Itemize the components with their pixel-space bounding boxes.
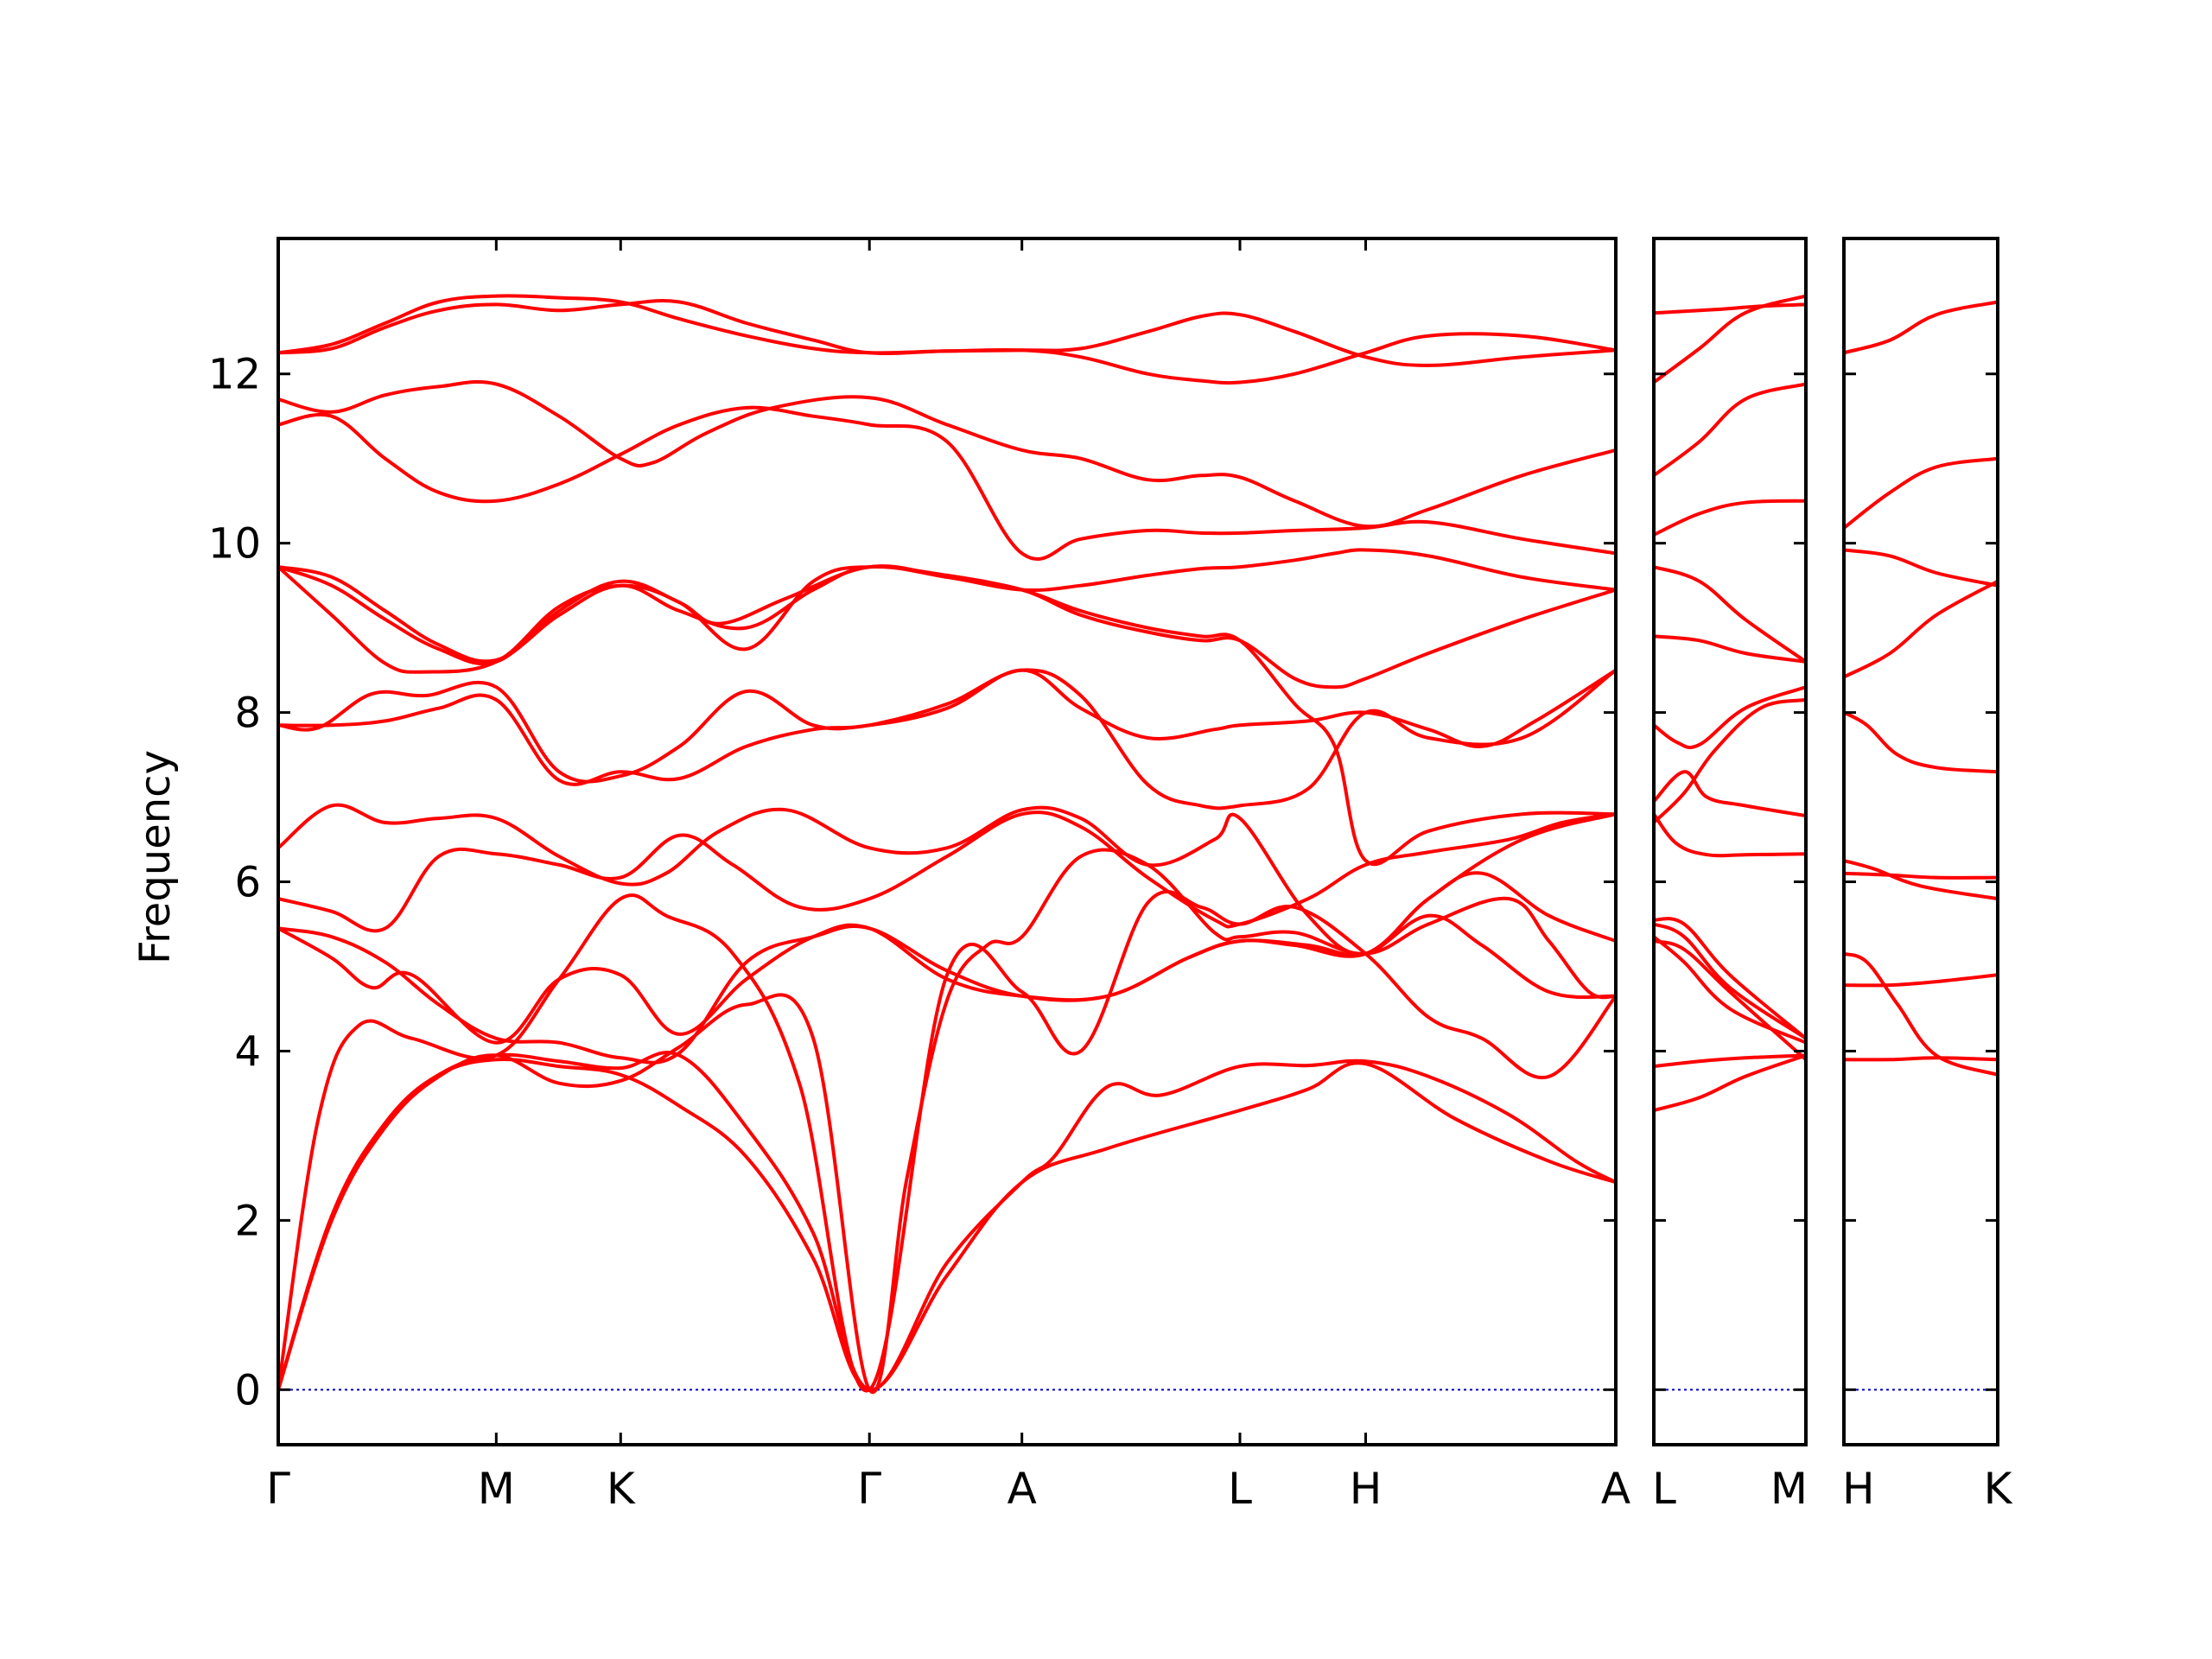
band-line-1 bbox=[1844, 1056, 1998, 1062]
band-line-13 bbox=[278, 564, 1616, 690]
panel-frame bbox=[1652, 237, 1808, 1446]
y-tick-label: 12 bbox=[208, 351, 261, 399]
x-tick-label: A bbox=[1601, 1464, 1630, 1514]
band-line-6 bbox=[278, 913, 1616, 1065]
x-tick-label: H bbox=[1350, 1464, 1382, 1514]
band-line-2 bbox=[1654, 1053, 1806, 1069]
band-line-6 bbox=[1844, 710, 1998, 774]
x-tick-label: L bbox=[1228, 1464, 1252, 1514]
panel-frame bbox=[276, 237, 1618, 1446]
x-tick-label: M bbox=[1770, 1464, 1808, 1514]
y-tick-label: 10 bbox=[208, 520, 261, 569]
band-line-15 bbox=[1654, 294, 1806, 385]
y-tick-label: 2 bbox=[234, 1197, 261, 1245]
band-line-5 bbox=[1654, 922, 1806, 1040]
band-line-3 bbox=[1844, 973, 1998, 988]
band-line-9 bbox=[1654, 697, 1806, 824]
band-line-14 bbox=[1654, 382, 1806, 478]
band-line-7 bbox=[278, 810, 1616, 933]
x-tick-label: L bbox=[1652, 1464, 1676, 1514]
bands-group bbox=[1844, 300, 1998, 1077]
band-line-6 bbox=[1654, 917, 1806, 1040]
band-line-12 bbox=[1654, 565, 1806, 664]
band-line-1 bbox=[1654, 1053, 1806, 1112]
band-line-10 bbox=[1654, 685, 1806, 750]
band-line-17 bbox=[278, 299, 1616, 385]
band-line-9 bbox=[1844, 456, 1998, 530]
band-line-9 bbox=[278, 668, 1616, 784]
band-line-10 bbox=[1844, 300, 1998, 355]
y-tick-label: 4 bbox=[234, 1027, 261, 1076]
band-line-8 bbox=[278, 803, 1616, 957]
band-line-13 bbox=[1654, 499, 1806, 537]
band-line-5 bbox=[1844, 871, 1998, 880]
band-line-4 bbox=[1844, 859, 1998, 901]
band-line-7 bbox=[1654, 812, 1806, 858]
x-tick-label: Γ bbox=[266, 1464, 290, 1514]
bands-group bbox=[278, 294, 1616, 1395]
band-line-11 bbox=[1654, 634, 1806, 664]
x-tick-label: K bbox=[607, 1464, 636, 1514]
band-line-4 bbox=[1654, 935, 1806, 1045]
panel-1: 0 2 4 6 8 10 12 Γ M K Γ A L H A bbox=[208, 237, 1630, 1514]
x-tick-label: A bbox=[1007, 1464, 1037, 1514]
band-line-10 bbox=[278, 668, 1616, 810]
x-tick-label: K bbox=[1984, 1464, 2013, 1514]
band-line-3 bbox=[1654, 939, 1806, 1062]
panel-frame bbox=[1842, 237, 1999, 1446]
y-axis-label: Frequency bbox=[131, 750, 180, 964]
y-tick-label: 6 bbox=[234, 859, 261, 907]
x-tick-label: Γ bbox=[857, 1464, 881, 1514]
bands-group bbox=[1654, 294, 1806, 1112]
band-line-14 bbox=[278, 405, 1616, 561]
band-line-15 bbox=[278, 379, 1616, 529]
y-tick-label: 8 bbox=[234, 690, 261, 738]
x-tick-label: M bbox=[478, 1464, 515, 1514]
band-line-2 bbox=[1844, 951, 1998, 1077]
band-line-7 bbox=[1844, 579, 1998, 679]
band-line-8 bbox=[1844, 548, 1998, 588]
band-line-4 bbox=[278, 890, 1616, 1393]
x-tick-label: H bbox=[1842, 1464, 1875, 1514]
band-line-16 bbox=[1654, 302, 1806, 315]
band-line-8 bbox=[1654, 770, 1806, 818]
y-tick-label: 0 bbox=[234, 1366, 261, 1414]
